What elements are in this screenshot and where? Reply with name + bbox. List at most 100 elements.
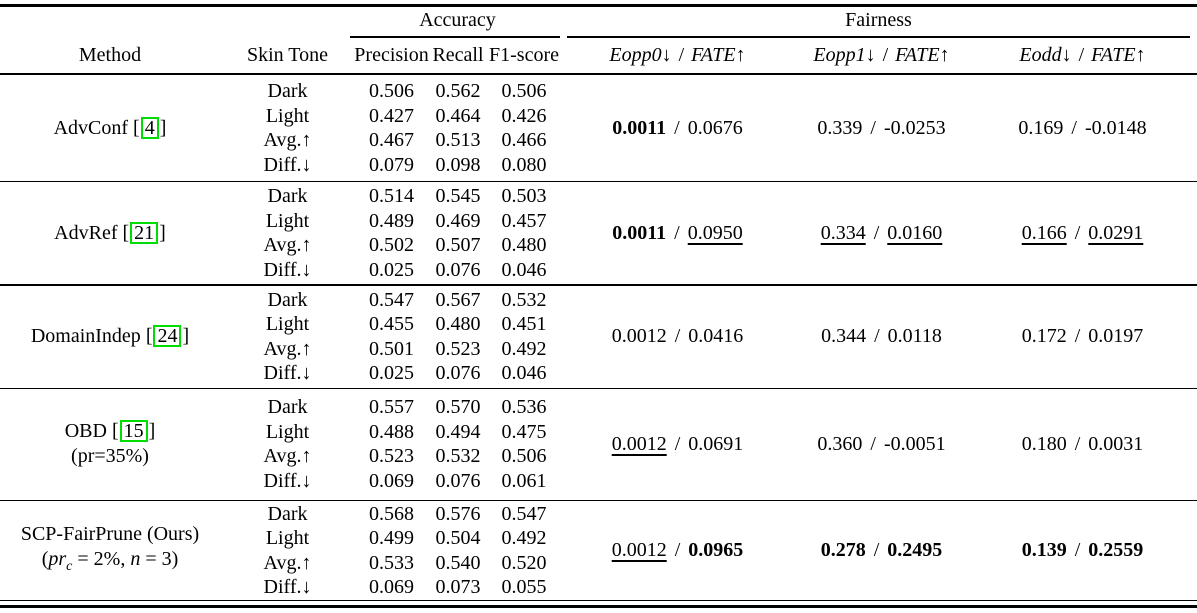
precision-value: 0.489: [369, 209, 414, 232]
precision-value: 0.455: [369, 313, 414, 336]
fairness-spanner-rule: [567, 36, 1190, 38]
block-separator: [0, 181, 1197, 183]
method-line: DomainIndep [24]: [31, 324, 189, 349]
method-line: AdvRef [21]: [54, 221, 166, 246]
eopp0-fate-cell: 0.0012 / 0.0691: [560, 389, 795, 500]
precision-value: 0.079: [369, 153, 414, 176]
citation: [4]: [133, 116, 166, 139]
recall-value: 0.532: [435, 445, 481, 468]
f1-value: 0.492: [501, 337, 547, 360]
citation-bracket: [: [111, 420, 119, 443]
citation-bracket: [: [133, 116, 140, 139]
eopp1-value: 0.339: [817, 116, 863, 139]
method-name: OBD: [64, 420, 107, 443]
method-cell: OBD [15] (pr=35%): [0, 389, 220, 500]
skin-tone-cell: Dark Light Avg.↑ Diff.↓: [220, 182, 355, 284]
slash: /: [882, 43, 889, 66]
precision-value: 0.506: [369, 80, 414, 102]
f1-cell: 0.536 0.475 0.506 0.061: [488, 389, 560, 500]
col-header-f1-score: F1-score: [489, 43, 559, 66]
recall-value: 0.523: [435, 337, 481, 360]
precision-cell: 0.506 0.427 0.467 0.079: [355, 75, 428, 181]
precision-cell: 0.557 0.488 0.523 0.069: [355, 389, 428, 500]
col-header-eopp1-fate: Eopp1↓ / FATE↑: [795, 38, 968, 73]
citation: [24]: [146, 325, 190, 348]
precision-value: 0.025: [369, 362, 414, 385]
col-header-eodd-fate: Eodd↓ / FATE↑: [968, 38, 1197, 73]
method-line: AdvConf [4]: [53, 116, 166, 141]
citation-link[interactable]: 21: [130, 221, 159, 244]
eopp1-fate-cell: 0.360 / -0.0051: [795, 389, 968, 500]
citation-link[interactable]: 24: [153, 325, 182, 348]
recall-value: 0.513: [435, 129, 481, 151]
slash: /: [870, 432, 876, 455]
slash: /: [873, 221, 880, 244]
citation: [15]: [111, 420, 155, 443]
fate-value: 0.0950: [687, 221, 743, 244]
fate-value: 0.0118: [887, 325, 942, 348]
f1-value: 0.055: [501, 576, 547, 599]
header-group-row: Accuracy Fairness: [0, 7, 1197, 38]
precision-cell: 0.568 0.499 0.533 0.069: [355, 501, 428, 600]
col-header-precision: Precision: [354, 43, 429, 66]
col-header-skin-tone: Skin Tone: [246, 43, 328, 66]
precision-value: 0.547: [369, 288, 414, 311]
recall-value: 0.507: [435, 234, 481, 257]
slash: /: [1074, 539, 1081, 562]
fate-value: -0.0253: [883, 116, 946, 139]
f1-value: 0.426: [501, 104, 547, 127]
citation-link[interactable]: 4: [140, 116, 159, 139]
f1-value: 0.046: [501, 258, 547, 281]
bottom-rule-thick: [0, 605, 1197, 608]
recall-cell: 0.567 0.480 0.523 0.076: [428, 286, 488, 388]
f1-value: 0.520: [501, 551, 547, 574]
skin-tone-label: Dark: [267, 502, 308, 525]
fate-value: 0.0197: [1088, 325, 1144, 348]
slash: /: [1074, 432, 1081, 455]
col-header-eopp0-fate: Eopp0↓ / FATE↑: [560, 38, 795, 73]
slash: /: [874, 325, 880, 348]
recall-value: 0.076: [435, 469, 481, 492]
precision-value: 0.502: [369, 234, 414, 257]
f1-value: 0.506: [501, 80, 547, 102]
f1-cell: 0.503 0.457 0.480 0.046: [488, 182, 560, 284]
skin-tone-label: Avg.↑: [263, 551, 312, 574]
f1-value: 0.061: [501, 469, 547, 492]
method-cell: AdvConf [4]: [0, 75, 220, 181]
header-row: Method Skin Tone Precision Recall F1-sco…: [0, 38, 1197, 73]
f1-value: 0.506: [501, 445, 547, 468]
precision-value: 0.501: [369, 337, 414, 360]
eodd-value: 0.180: [1021, 432, 1067, 455]
citation-bracket: ]: [182, 325, 190, 348]
eodd-value: 0.172: [1021, 325, 1067, 348]
skin-tone-label: Avg.↑: [263, 234, 312, 257]
eopp0-fate-cell: 0.0011 / 0.0950: [560, 182, 795, 284]
eodd-fate-cell: 0.139 / 0.2559: [968, 501, 1197, 600]
slash: /: [1071, 116, 1077, 139]
eopp1-header-label: Eopp1↓: [813, 43, 876, 66]
citation-link[interactable]: 15: [119, 420, 148, 443]
skin-tone-cell: Dark Light Avg.↑ Diff.↓: [220, 501, 355, 600]
block-obd: OBD [15] (pr=35%) Dark Light Avg.↑ Diff.…: [0, 389, 1197, 500]
skin-tone-label: Dark: [267, 80, 308, 102]
skin-tone-label: Avg.↑: [263, 337, 312, 360]
skin-tone-label: Diff.↓: [263, 153, 312, 176]
method-name: AdvConf: [53, 116, 129, 139]
skin-tone-cell: Dark Light Avg.↑ Diff.↓: [220, 389, 355, 500]
skin-tone-label: Diff.↓: [263, 469, 312, 492]
fate-value: -0.0148: [1084, 116, 1147, 139]
eopp0-fate-cell: 0.0012 / 0.0416: [560, 286, 795, 388]
precision-cell: 0.514 0.489 0.502 0.025: [355, 182, 428, 284]
f1-cell: 0.506 0.426 0.466 0.080: [488, 75, 560, 181]
block-separator: [0, 387, 1197, 389]
slash: /: [678, 43, 685, 66]
skin-tone-label: Avg.↑: [263, 129, 312, 151]
recall-cell: 0.562 0.464 0.513 0.098: [428, 75, 488, 181]
method-cell: DomainIndep [24]: [0, 286, 220, 388]
eopp0-value: 0.0011: [612, 116, 667, 139]
method-name: AdvRef: [54, 221, 118, 244]
skin-tone-label: Diff.↓: [263, 362, 312, 385]
fate-value: 0.0416: [688, 325, 744, 348]
top-rule: [0, 4, 1197, 7]
eopp1-value: 0.344: [821, 325, 867, 348]
